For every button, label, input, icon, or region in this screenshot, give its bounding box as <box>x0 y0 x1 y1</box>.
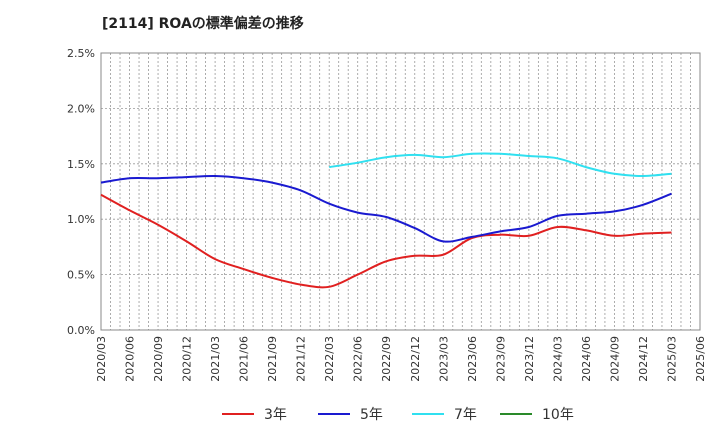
y-tick-label: 0.5% <box>67 269 95 282</box>
x-tick-label: 2020/03 <box>95 336 108 382</box>
x-tick-label: 2023/03 <box>437 336 450 382</box>
legend-label: 7年 <box>454 407 477 423</box>
y-tick-label: 1.0% <box>67 213 95 226</box>
x-tick-label: 2024/09 <box>608 336 621 382</box>
x-tick-label: 2021/03 <box>209 336 222 382</box>
x-tick-label: 2020/09 <box>152 336 165 382</box>
plot-background <box>101 53 700 330</box>
x-tick-label: 2025/06 <box>694 336 707 382</box>
x-tick-label: 2024/12 <box>637 336 650 382</box>
chart-title: [2114] ROAの標準偏差の推移 <box>102 16 304 32</box>
legend: 3年 5年 7年 10年 <box>222 407 574 423</box>
x-tick-label: 2025/03 <box>665 336 678 382</box>
x-tick-label: 2022/12 <box>409 336 422 382</box>
x-tick-label: 2021/09 <box>266 336 279 382</box>
y-axis-ticks: 0.0% 0.5% 1.0% 1.5% 2.0% 2.5% <box>67 47 95 337</box>
series-lines <box>100 152 672 289</box>
x-tick-label: 2022/03 <box>323 336 336 382</box>
series-line-7年 <box>329 152 672 178</box>
series-line-3年 <box>100 193 672 289</box>
series-line-5年 <box>100 174 672 243</box>
x-tick-label: 2023/06 <box>466 336 479 382</box>
y-tick-label: 2.0% <box>67 102 95 115</box>
legend-label: 3年 <box>264 407 287 423</box>
x-tick-label: 2020/06 <box>124 336 137 382</box>
legend-label: 10年 <box>542 407 574 423</box>
x-tick-label: 2024/03 <box>551 336 564 382</box>
legend-label: 5年 <box>360 407 383 423</box>
x-tick-label: 2021/06 <box>238 336 251 382</box>
x-tick-label: 2024/06 <box>580 336 593 382</box>
x-tick-label: 2020/12 <box>181 336 194 382</box>
x-tick-label: 2022/09 <box>380 336 393 382</box>
x-tick-label: 2021/12 <box>295 336 308 382</box>
y-tick-label: 2.5% <box>67 47 95 60</box>
x-axis-ticks: 2020/03 2020/06 2020/09 2020/12 2021/03 2021/… <box>95 336 707 382</box>
x-tick-label: 2022/06 <box>352 336 365 382</box>
y-tick-label: 1.5% <box>67 158 95 171</box>
x-tick-label: 2023/12 <box>523 336 536 382</box>
plot-frame <box>100 52 701 331</box>
x-tick-label: 2023/09 <box>494 336 507 382</box>
y-tick-label: 0.0% <box>67 324 95 337</box>
